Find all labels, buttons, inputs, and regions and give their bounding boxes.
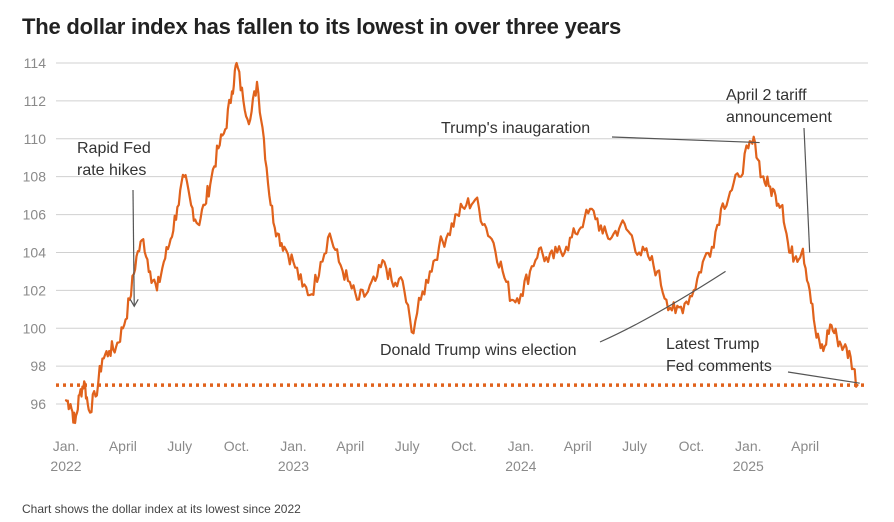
x-tick-label: Oct. <box>451 438 477 454</box>
annotation-fed-hikes-leader <box>132 189 135 306</box>
x-tick-label: Oct. <box>224 438 250 454</box>
annotation-fed-hikes-arrowhead <box>129 299 139 308</box>
annotation-fed-comments-label: Fed comments <box>666 358 772 375</box>
annotation-tariff-leader <box>803 127 811 253</box>
annotation-layer: Rapid Fed rate hikes Donald Trump wins ele… <box>77 87 860 384</box>
x-tick-label: April <box>336 438 364 454</box>
x-tick-label: Jan. <box>508 438 534 454</box>
annotation-tariff-label: April 2 tariff <box>726 87 807 104</box>
series-layer <box>64 61 859 425</box>
x-tick-label: Oct. <box>679 438 705 454</box>
x-tick-label: July <box>622 438 647 454</box>
annotation-election-leader <box>599 270 726 343</box>
y-tick-label: 112 <box>24 93 47 109</box>
chart-title: The dollar index has fallen to its lowes… <box>22 14 622 39</box>
annotation-fed-hikes-label: Rapid Fed <box>77 140 151 157</box>
annotation-election-label: Donald Trump wins election <box>380 342 577 359</box>
y-tick-label: 108 <box>23 169 47 185</box>
annotation-inauguration-leader <box>611 136 760 144</box>
y-axis: 96 98 100 102 104 106 108 110 112 114 <box>23 55 47 412</box>
x-tick-label: April <box>109 438 137 454</box>
annotation-inauguration-label: Trump's inaugaration <box>441 120 590 137</box>
x-tick-label: Jan. <box>735 438 761 454</box>
annotation-fed-hikes-label: rate hikes <box>77 162 146 179</box>
y-tick-label: 104 <box>23 244 47 260</box>
y-tick-label: 106 <box>23 207 47 223</box>
x-tick-year-label: 2024 <box>505 458 536 474</box>
annotation-tariff-label: announcement <box>726 109 832 126</box>
x-tick-label: July <box>395 438 420 454</box>
x-tick-label: April <box>564 438 592 454</box>
y-tick-label: 100 <box>23 320 47 336</box>
y-tick-label: 96 <box>30 396 46 412</box>
y-tick-label: 114 <box>24 55 47 71</box>
chart-footnote: Chart shows the dollar index at its lowe… <box>22 502 301 516</box>
dollar-index-series-line <box>64 61 859 425</box>
x-tick-year-label: 2025 <box>733 458 764 474</box>
grid-layer <box>56 62 868 405</box>
x-tick-year-label: 2022 <box>50 458 81 474</box>
x-tick-label: Jan. <box>280 438 306 454</box>
y-tick-label: 102 <box>23 282 47 298</box>
x-tick-year-label: 2023 <box>278 458 309 474</box>
annotation-fed-comments-leader <box>787 371 860 384</box>
x-axis: Jan. 2022 April July Oct. Jan. 2023 April July Oc… <box>50 438 819 474</box>
annotation-fed-comments-label: Latest Trump <box>666 336 759 353</box>
y-tick-label: 110 <box>24 131 47 147</box>
y-tick-label: 98 <box>30 358 46 374</box>
x-tick-label: Jan. <box>53 438 79 454</box>
x-tick-label: July <box>167 438 192 454</box>
x-tick-label: April <box>791 438 819 454</box>
